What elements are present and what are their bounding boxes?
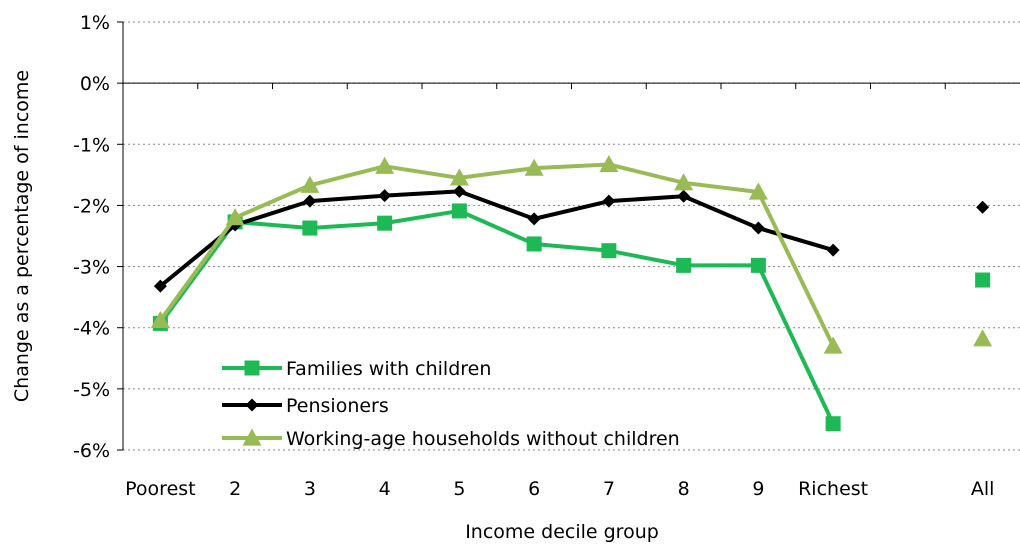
data-point xyxy=(825,416,841,432)
data-point xyxy=(750,257,766,273)
data-point xyxy=(826,243,840,257)
legend-item: Pensioners xyxy=(222,395,389,417)
series-line xyxy=(158,162,835,347)
legend-label: Pensioners xyxy=(286,395,389,417)
data-point xyxy=(674,173,694,191)
x-tick-label: Poorest xyxy=(125,478,195,500)
series-0 xyxy=(152,203,991,432)
data-point xyxy=(449,168,469,186)
axes xyxy=(117,21,1020,451)
data-point xyxy=(150,310,170,328)
data-point xyxy=(451,203,467,219)
data-point xyxy=(601,243,617,259)
y-tick-label: 1% xyxy=(80,12,110,34)
x-tick-labels: Poorest 2 3 4 5 6 7 8 9 Richest All xyxy=(125,478,994,500)
x-tick-label: Richest xyxy=(798,478,868,500)
x-axis-label: Income decile group xyxy=(465,521,659,543)
series-layer xyxy=(150,154,993,432)
data-point xyxy=(602,194,616,208)
data-point xyxy=(751,221,765,235)
data-point xyxy=(973,329,993,347)
legend-marker xyxy=(242,428,262,446)
series-1 xyxy=(153,184,990,293)
x-tick-label: 4 xyxy=(379,478,391,500)
legend-label: Families with children xyxy=(286,358,491,380)
x-tick-label: 6 xyxy=(528,478,540,500)
y-axis-label: Change as a percentage of income xyxy=(11,70,33,402)
data-point xyxy=(527,212,541,226)
series-2 xyxy=(150,154,993,354)
data-point xyxy=(300,175,320,193)
legend: Families with children Pensioners Working-… xyxy=(222,358,680,450)
y-tick-label: 0% xyxy=(80,73,110,95)
y-tick-label: -1% xyxy=(73,134,110,156)
y-tick-label: -6% xyxy=(73,440,110,462)
data-point xyxy=(377,215,393,231)
legend-marker xyxy=(245,398,259,412)
y-tick-label: -4% xyxy=(73,318,110,340)
data-point xyxy=(526,236,542,252)
legend-label: Working-age households without children xyxy=(286,428,680,450)
x-tick-label: 9 xyxy=(752,478,764,500)
x-tick-label: 5 xyxy=(453,478,465,500)
data-point xyxy=(823,336,843,354)
data-point xyxy=(677,189,691,203)
legend-item: Working-age households without children xyxy=(222,428,680,450)
data-point xyxy=(599,154,619,173)
x-tick-label: 8 xyxy=(678,478,690,500)
data-point xyxy=(524,158,544,176)
x-tick-label: 3 xyxy=(304,478,316,500)
data-point xyxy=(375,156,395,174)
data-point xyxy=(302,220,318,236)
x-tick-label: All xyxy=(971,478,995,500)
y-tick-labels: 1% 0% -1% -2% -3% -4% -5% -6% xyxy=(73,12,110,462)
data-point xyxy=(153,279,167,293)
data-point xyxy=(748,182,768,200)
data-point xyxy=(452,184,466,198)
legend-marker xyxy=(244,360,260,376)
data-point xyxy=(303,194,317,208)
data-point xyxy=(676,257,692,273)
y-tick-label: -5% xyxy=(73,379,110,401)
data-point xyxy=(975,272,991,288)
x-tick-label: 7 xyxy=(603,478,615,500)
data-point xyxy=(976,200,990,214)
y-tick-label: -2% xyxy=(73,195,110,217)
data-point xyxy=(225,208,245,226)
y-tick-label: -3% xyxy=(73,257,110,279)
x-tick-label: 2 xyxy=(229,478,241,500)
data-point xyxy=(378,189,392,203)
series-line xyxy=(158,208,835,425)
legend-item: Families with children xyxy=(222,358,491,380)
series-line xyxy=(159,189,834,288)
